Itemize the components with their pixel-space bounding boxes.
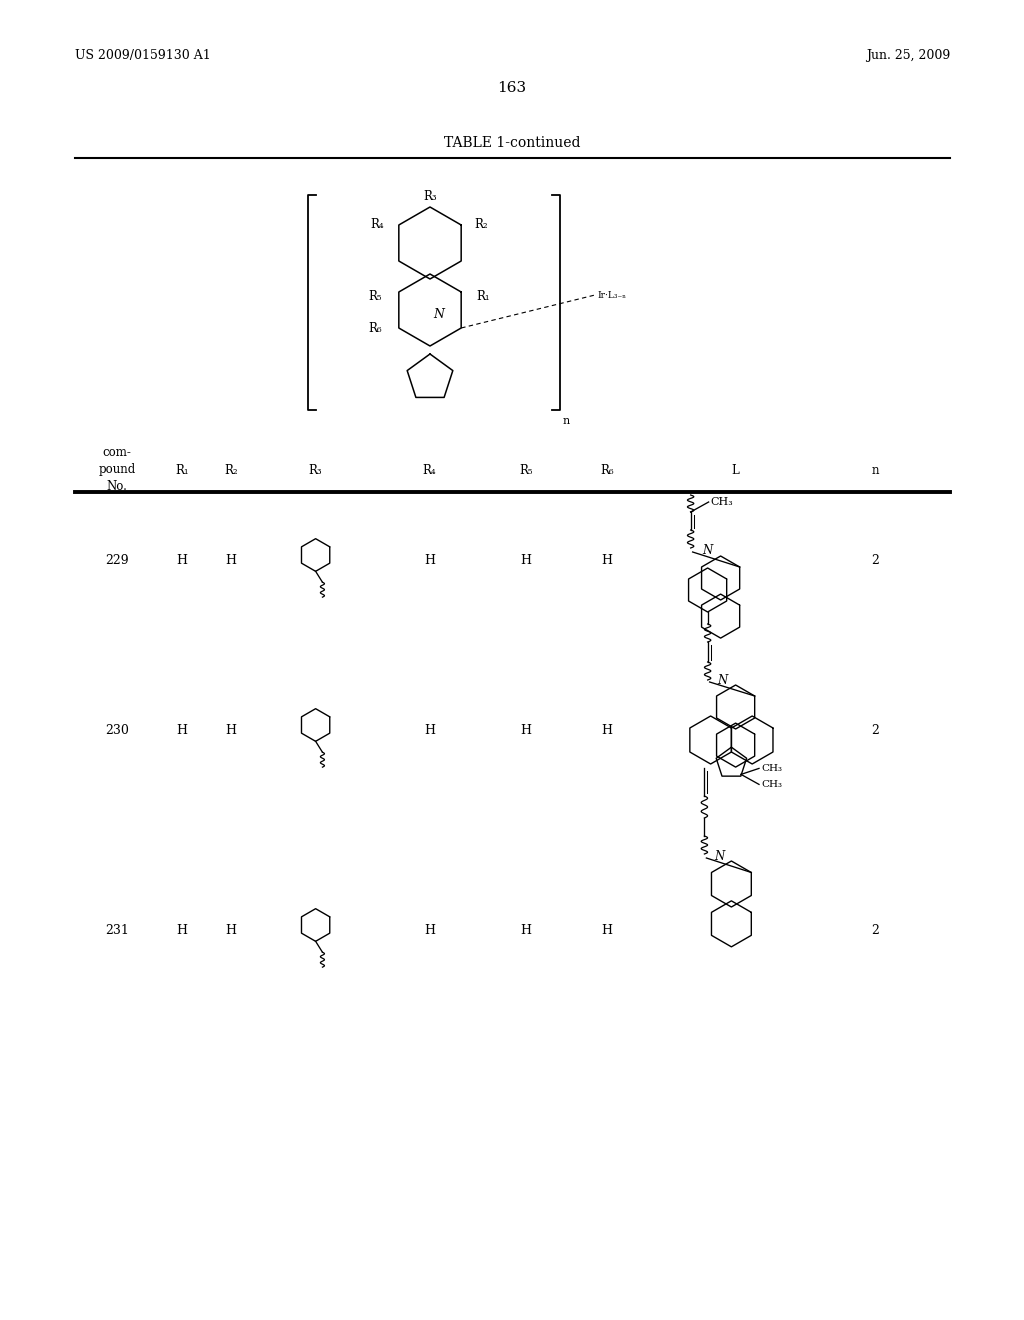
Text: H: H — [601, 553, 612, 566]
Text: N: N — [715, 850, 725, 862]
Text: L: L — [732, 463, 739, 477]
Text: N: N — [702, 544, 713, 557]
Text: H: H — [520, 553, 531, 566]
Text: R₁: R₁ — [175, 463, 188, 477]
Text: TABLE 1-continued: TABLE 1-continued — [443, 136, 581, 150]
Text: CH₃: CH₃ — [761, 764, 782, 774]
Text: 229: 229 — [105, 553, 129, 566]
Text: 2: 2 — [871, 553, 880, 566]
Text: R₃: R₃ — [423, 190, 437, 203]
Text: H: H — [601, 924, 612, 936]
Text: 231: 231 — [105, 924, 129, 936]
Text: R₃: R₃ — [309, 463, 323, 477]
Text: 163: 163 — [498, 81, 526, 95]
Text: H: H — [424, 924, 435, 936]
Text: 2: 2 — [871, 723, 880, 737]
Text: H: H — [424, 723, 435, 737]
Text: R₂: R₂ — [224, 463, 238, 477]
Text: R₂: R₂ — [474, 219, 487, 231]
Text: H: H — [225, 553, 237, 566]
Text: H: H — [176, 723, 187, 737]
Text: H: H — [225, 723, 237, 737]
Text: H: H — [601, 723, 612, 737]
Text: n: n — [563, 416, 570, 426]
Text: R₄: R₄ — [371, 219, 384, 231]
Text: H: H — [225, 924, 237, 936]
Text: R₆: R₆ — [600, 463, 613, 477]
Text: com-
pound
No.: com- pound No. — [98, 446, 135, 494]
Text: R₆: R₆ — [369, 322, 382, 334]
Text: R₁: R₁ — [476, 289, 489, 302]
Text: R₅: R₅ — [519, 463, 532, 477]
Text: H: H — [176, 924, 187, 936]
Text: N: N — [433, 308, 444, 321]
Text: Ir·L₃₋ₙ: Ir·L₃₋ₙ — [597, 290, 626, 300]
Text: H: H — [520, 924, 531, 936]
Text: CH₃: CH₃ — [761, 780, 782, 789]
Text: H: H — [520, 723, 531, 737]
Text: Jun. 25, 2009: Jun. 25, 2009 — [865, 49, 950, 62]
Text: R₅: R₅ — [369, 289, 382, 302]
Text: 2: 2 — [871, 924, 880, 936]
Text: H: H — [424, 553, 435, 566]
Text: n: n — [871, 463, 880, 477]
Text: N: N — [718, 673, 728, 686]
Text: 230: 230 — [105, 723, 129, 737]
Text: H: H — [176, 553, 187, 566]
Text: R₄: R₄ — [423, 463, 436, 477]
Text: US 2009/0159130 A1: US 2009/0159130 A1 — [75, 49, 211, 62]
Text: CH₃: CH₃ — [711, 498, 733, 507]
